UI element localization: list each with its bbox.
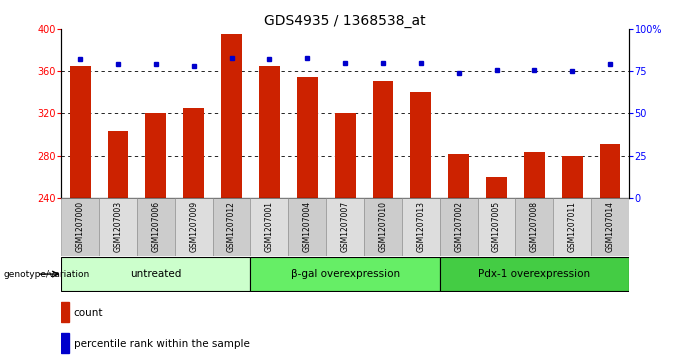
Bar	[373, 81, 393, 198]
Bar	[335, 113, 356, 198]
Text: β-gal overexpression: β-gal overexpression	[290, 269, 400, 279]
Bar	[61, 302, 69, 322]
Text: GSM1207006: GSM1207006	[152, 201, 160, 252]
Title: GDS4935 / 1368538_at: GDS4935 / 1368538_at	[265, 14, 426, 28]
Text: genotype/variation: genotype/variation	[3, 270, 90, 278]
Bar	[477, 198, 515, 256]
Bar	[184, 108, 204, 198]
Text: Pdx-1 overexpression: Pdx-1 overexpression	[478, 269, 590, 279]
Text: GSM1207001: GSM1207001	[265, 201, 274, 252]
Bar	[221, 34, 242, 198]
Bar	[250, 198, 288, 256]
Bar	[364, 198, 402, 256]
Text: count: count	[73, 308, 103, 318]
Bar	[107, 131, 129, 198]
Bar	[61, 257, 250, 291]
Bar	[61, 333, 69, 353]
Bar	[591, 198, 629, 256]
Text: GSM1207010: GSM1207010	[379, 201, 388, 252]
Text: GSM1207008: GSM1207008	[530, 201, 539, 252]
Bar	[440, 257, 629, 291]
Text: GSM1207014: GSM1207014	[606, 201, 615, 252]
Bar	[402, 198, 440, 256]
Bar	[146, 113, 166, 198]
Bar	[600, 144, 620, 198]
Text: GSM1207004: GSM1207004	[303, 201, 311, 252]
Bar	[288, 198, 326, 256]
Text: GSM1207000: GSM1207000	[75, 201, 84, 252]
Bar	[61, 198, 99, 256]
Bar	[562, 156, 583, 198]
Text: GSM1207013: GSM1207013	[416, 201, 425, 252]
Bar	[297, 77, 318, 198]
Bar	[259, 66, 279, 198]
Text: GSM1207005: GSM1207005	[492, 201, 501, 252]
Text: percentile rank within the sample: percentile rank within the sample	[73, 339, 250, 349]
Bar	[554, 198, 591, 256]
Text: GSM1207009: GSM1207009	[189, 201, 198, 252]
Text: untreated: untreated	[130, 269, 182, 279]
Bar	[250, 257, 440, 291]
Bar	[411, 92, 431, 198]
Text: GSM1207007: GSM1207007	[341, 201, 350, 252]
Bar	[99, 198, 137, 256]
Bar	[486, 177, 507, 198]
Bar	[515, 198, 554, 256]
Text: GSM1207012: GSM1207012	[227, 201, 236, 252]
Text: GSM1207003: GSM1207003	[114, 201, 122, 252]
Bar	[175, 198, 213, 256]
Bar	[524, 152, 545, 198]
Bar	[137, 198, 175, 256]
Bar	[440, 198, 477, 256]
Bar	[448, 154, 469, 198]
Text: GSM1207011: GSM1207011	[568, 201, 577, 252]
Text: GSM1207002: GSM1207002	[454, 201, 463, 252]
Bar	[70, 66, 90, 198]
Bar	[213, 198, 250, 256]
Bar	[326, 198, 364, 256]
